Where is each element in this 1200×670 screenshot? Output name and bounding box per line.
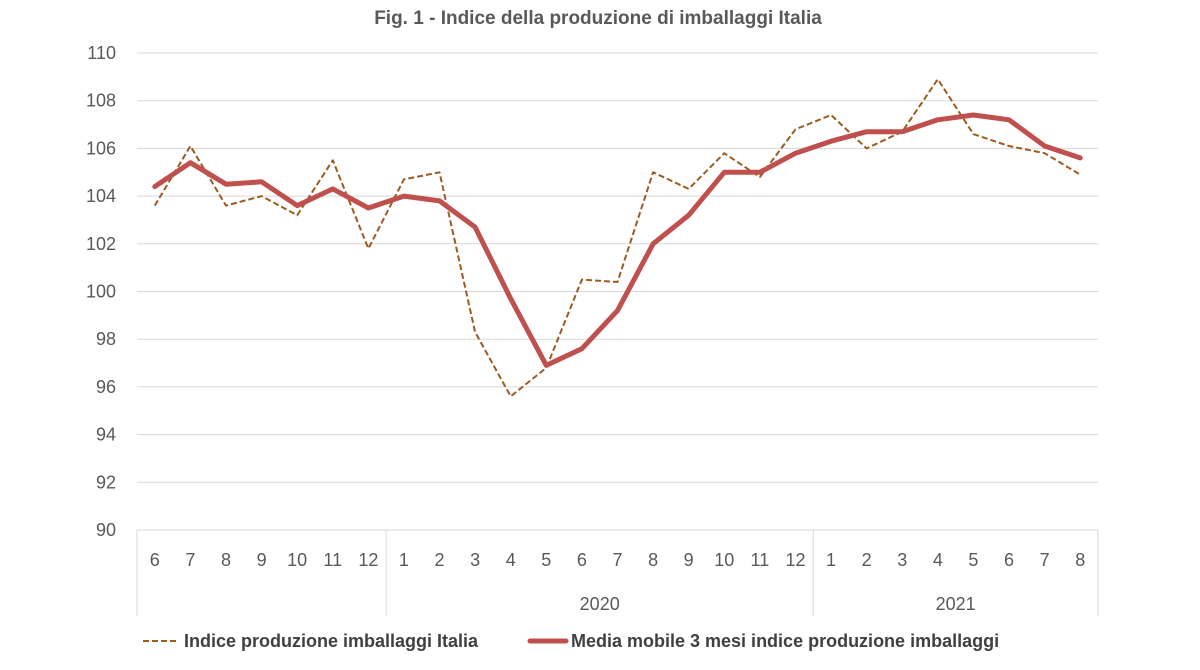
legend: Indice produzione imballaggi Italia Media… — [143, 631, 999, 651]
y-tick-label: 98 — [96, 329, 116, 349]
year-group-label: 2021 — [936, 594, 976, 614]
x-tick-label: 9 — [257, 550, 267, 570]
x-tick-label: 4 — [506, 550, 516, 570]
x-tick-label: 8 — [1075, 550, 1085, 570]
y-tick-label: 108 — [86, 91, 116, 111]
x-tick-label: 12 — [358, 550, 378, 570]
legend-label-2: Media mobile 3 mesi indice produzione im… — [571, 631, 999, 651]
x-tick-label: 7 — [1040, 550, 1050, 570]
chart-title: Fig. 1 - Indice della produzione di imba… — [374, 8, 822, 29]
x-tick-label: 6 — [577, 550, 587, 570]
x-tick-label: 5 — [968, 550, 978, 570]
y-tick-label: 92 — [96, 472, 116, 492]
x-tick-label: 2 — [862, 550, 872, 570]
x-tick-label: 9 — [684, 550, 694, 570]
legend-label-1: Indice produzione imballaggi Italia — [184, 631, 479, 651]
x-tick-label: 3 — [897, 550, 907, 570]
x-tick-label: 8 — [648, 550, 658, 570]
x-tick-label: 6 — [1004, 550, 1014, 570]
x-tick-label: 5 — [541, 550, 551, 570]
y-tick-label: 96 — [96, 377, 116, 397]
x-tick-label: 10 — [287, 550, 307, 570]
x-tick-label: 12 — [785, 550, 805, 570]
y-tick-label: 100 — [86, 282, 116, 302]
series-layer — [152, 78, 1083, 398]
y-tick-label: 94 — [96, 425, 116, 445]
x-tick-label: 7 — [612, 550, 622, 570]
x-tick-label: 7 — [185, 550, 195, 570]
x-tick-label: 10 — [714, 550, 734, 570]
gridlines — [137, 52, 1098, 483]
x-tick-label: 1 — [399, 550, 409, 570]
y-tick-label: 110 — [87, 43, 116, 63]
x-tick-label: 1 — [826, 550, 836, 570]
y-tick-label: 106 — [86, 138, 116, 158]
y-axis-tick-labels: 90 92 94 96 98 100 102 104 106 108 110 — [86, 43, 116, 540]
x-tick-label: 2 — [435, 550, 445, 570]
y-tick-label: 90 — [96, 520, 116, 540]
x-tick-label: 3 — [470, 550, 480, 570]
x-tick-label: 11 — [323, 550, 342, 570]
x-tick-label: 4 — [933, 550, 943, 570]
y-tick-label: 104 — [86, 186, 116, 206]
y-tick-label: 102 — [86, 234, 116, 254]
series-line-2 — [152, 112, 1083, 368]
series-line-1 — [153, 78, 1081, 398]
x-tick-label: 8 — [221, 550, 231, 570]
x-tick-label: 11 — [751, 550, 770, 570]
year-group-label: 2020 — [580, 594, 620, 614]
x-tick-label: 6 — [150, 550, 160, 570]
